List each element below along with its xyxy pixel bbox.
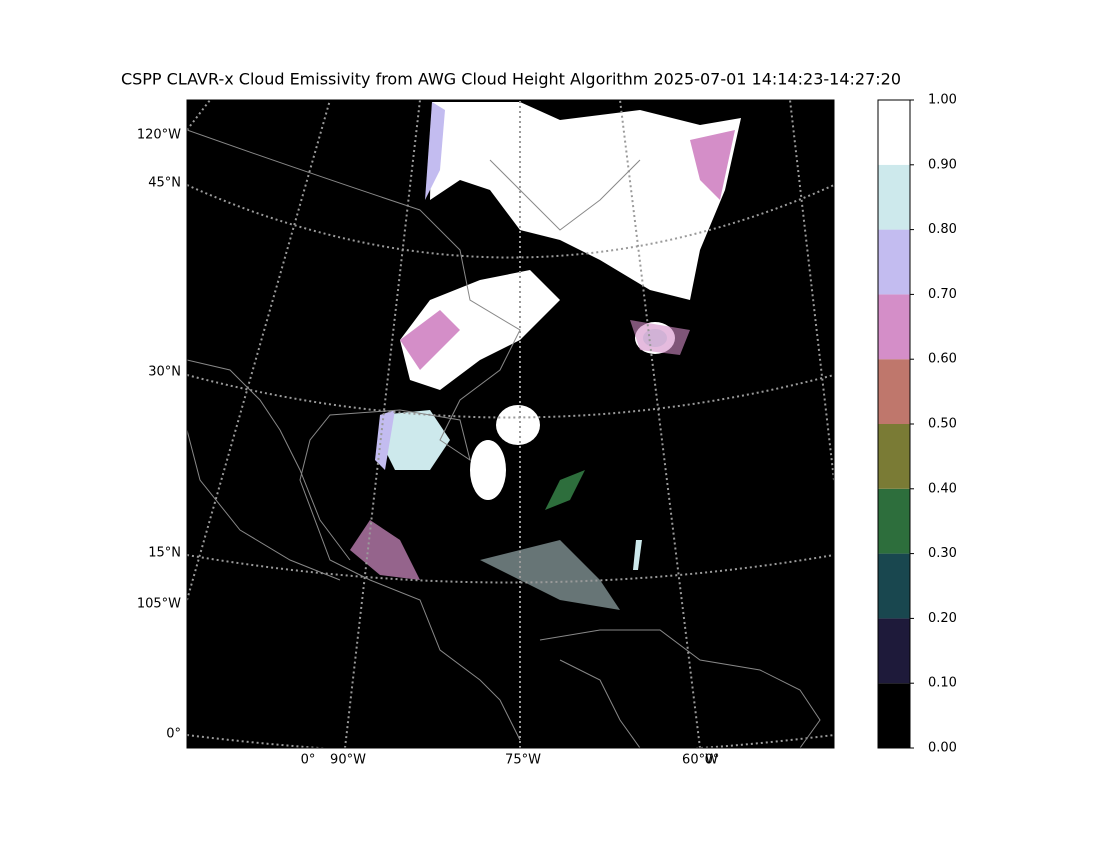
colorbar-tick-label: 0.70 xyxy=(928,287,957,302)
colorbar-segment xyxy=(878,164,910,230)
map-frame xyxy=(186,99,835,749)
colorbar-tick-label: 0.20 xyxy=(928,611,957,626)
colorbar-tick-label: 0.90 xyxy=(928,157,957,172)
map xyxy=(187,100,834,748)
map-label: 105°W xyxy=(137,597,181,612)
cloud-swath xyxy=(350,102,741,610)
colorbar-segment xyxy=(878,683,910,748)
colorbar-tick-label: 0.30 xyxy=(928,546,957,561)
colorbar-segment xyxy=(878,294,910,360)
colorbar-segment xyxy=(878,618,910,684)
map-label: 45°N xyxy=(148,176,181,191)
colorbar-segment xyxy=(878,488,910,554)
map-label: 0° xyxy=(705,753,720,768)
colorbar-segment xyxy=(878,553,910,619)
map-label: 0° xyxy=(301,753,316,768)
colorbar-segment xyxy=(878,229,910,295)
colorbar-tick-label: 0.40 xyxy=(928,481,957,496)
map-label: 90°W xyxy=(330,753,366,768)
map-label: 0° xyxy=(166,727,181,742)
colorbar-tick-label: 0.80 xyxy=(928,222,957,237)
colorbar-tick-label: 0.60 xyxy=(928,352,957,367)
map-label: 75°W xyxy=(505,753,541,768)
map-label: 15°N xyxy=(148,546,181,561)
map-label: 30°N xyxy=(148,365,181,380)
map-title: CSPP CLAVR-x Cloud Emissivity from AWG C… xyxy=(121,70,901,89)
colorbar-tick-label: 0.00 xyxy=(928,741,957,756)
colorbar-segment xyxy=(878,100,910,165)
map-label: 120°W xyxy=(137,128,181,143)
colorbar-tick-label: 1.00 xyxy=(928,93,957,108)
colorbar-segment xyxy=(878,359,910,424)
colorbar-tick-label: 0.10 xyxy=(928,676,957,691)
map-label: 60°W xyxy=(682,753,718,768)
colorbar-tick-label: 0.50 xyxy=(928,417,957,432)
colorbar-segment xyxy=(878,424,910,489)
